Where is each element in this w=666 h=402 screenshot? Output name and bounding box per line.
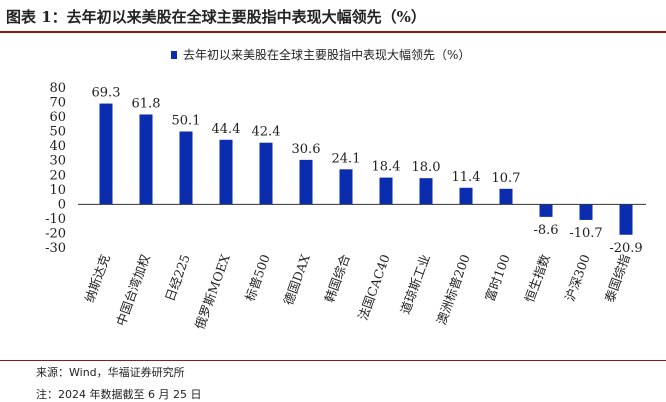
category-label: 恒生指数 — [522, 252, 553, 305]
legend: 去年初以来美股在全球主要股指中表现大幅领先（%） — [171, 47, 470, 62]
y-tick-label: 20 — [49, 168, 66, 183]
category-label: 韩国综合 — [322, 252, 353, 305]
source-note: 来源：Wind，华福证券研究所 — [36, 366, 185, 379]
category-label: 泰国综指 — [602, 252, 633, 304]
category-label: 道琼斯工业 — [397, 252, 432, 316]
data-label: 11.4 — [452, 170, 481, 185]
bar — [419, 178, 433, 205]
figure-title-bar: 图表 1：去年初以来美股在全球主要股指中表现大幅领先（%） — [0, 0, 666, 32]
chart-area: 去年初以来美股在全球主要股指中表现大幅领先（%） 80 70 60 50 40 30 20 1… — [0, 36, 666, 360]
bar — [99, 103, 113, 205]
bar — [139, 114, 153, 205]
bar — [179, 131, 193, 205]
category-label: 俄罗斯MOEX — [192, 252, 233, 331]
y-tick-label: 60 — [49, 110, 66, 125]
data-label: 18.4 — [372, 160, 401, 175]
category-labels-group: 纳斯达克 中国台湾加权 日经225 俄罗斯MOEX 标普500 德国DAX 韩国综合 法国CA… — [82, 252, 633, 331]
data-label: 10.7 — [492, 171, 521, 186]
y-tick-label: 0 — [58, 197, 66, 212]
data-label: 24.1 — [332, 151, 361, 166]
value-labels-group: 69.3 61.8 50.1 44.4 42.4 30.6 24.1 18.4 18.0 11.4… — [92, 86, 643, 256]
data-label: -20.9 — [609, 241, 642, 256]
data-label: 61.8 — [132, 96, 161, 111]
bar — [259, 142, 273, 205]
title-divider — [0, 31, 666, 33]
legend-label: 去年初以来美股在全球主要股指中表现大幅领先（%） — [183, 47, 470, 62]
date-note: 注：2024 年数据截至 6 月 25 日 — [36, 388, 202, 401]
figure-title: 图表 1：去年初以来美股在全球主要股指中表现大幅领先（%） — [6, 8, 426, 26]
bar — [499, 188, 513, 205]
footer-divider — [0, 360, 666, 361]
category-label: 澳洲标普200 — [433, 252, 472, 327]
y-tick-label: -10 — [45, 212, 66, 227]
y-tick-label: -30 — [45, 241, 66, 256]
data-label: 50.1 — [172, 113, 201, 128]
data-label: 69.3 — [92, 86, 121, 101]
y-tick-label: 30 — [49, 154, 66, 169]
bar — [339, 169, 353, 205]
data-label: 42.4 — [252, 125, 281, 140]
bar — [219, 139, 233, 205]
data-label: 18.0 — [412, 160, 441, 175]
bar-chart: 去年初以来美股在全球主要股指中表现大幅领先（%） 807060504030201… — [45, 47, 646, 331]
category-label: 沪深300 — [562, 252, 593, 303]
data-label: 30.6 — [292, 142, 321, 157]
bars-group — [99, 103, 633, 235]
data-label: -8.6 — [533, 223, 558, 238]
y-tick-label: 10 — [49, 183, 66, 198]
y-tick-label: 40 — [49, 139, 66, 154]
y-tick-label: 70 — [49, 96, 66, 111]
y-tick-label: 50 — [49, 125, 66, 140]
data-label: 44.4 — [212, 122, 241, 137]
category-label: 法国CAC40 — [355, 252, 393, 322]
category-label: 标普500 — [242, 252, 273, 303]
data-label: -10.7 — [569, 226, 602, 241]
y-tick-label: -20 — [45, 226, 66, 241]
bar — [619, 204, 633, 235]
category-label: 日经225 — [162, 252, 193, 303]
bar — [379, 177, 393, 205]
category-label: 德国DAX — [281, 252, 313, 307]
category-label: 富时100 — [482, 252, 513, 303]
category-label: 中国台湾加权 — [113, 252, 153, 328]
category-label: 纳斯达克 — [82, 252, 113, 304]
y-tick-label: 80 — [49, 81, 66, 96]
bar — [539, 204, 553, 217]
legend-swatch — [171, 51, 177, 59]
bar — [579, 204, 593, 220]
bar — [299, 159, 313, 205]
bar — [459, 187, 473, 205]
